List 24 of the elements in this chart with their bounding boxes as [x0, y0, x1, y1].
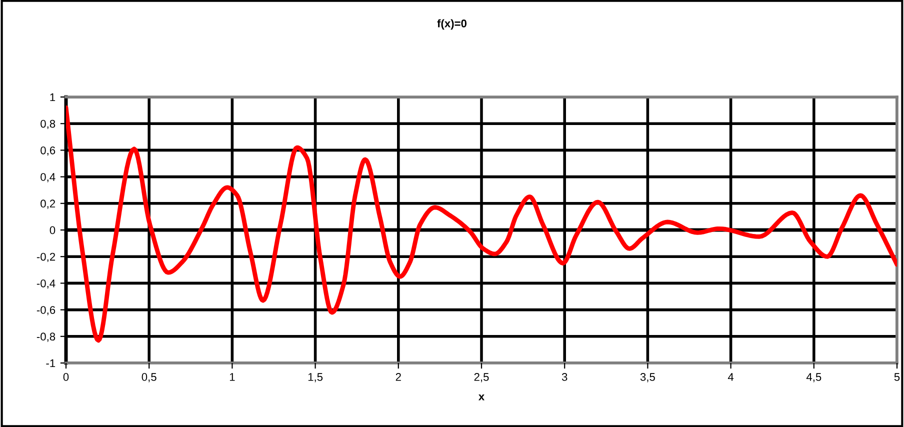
- y-tick-label: 0,4: [40, 173, 56, 182]
- x-tick-label: 2: [396, 373, 401, 381]
- x-tick-label: 0: [63, 373, 69, 381]
- y-tick-label: -1: [46, 359, 56, 368]
- y-tick-label: 0,2: [40, 200, 56, 209]
- y-tick-label: -0,6: [36, 306, 56, 316]
- x-tick-label: 0,5: [142, 373, 156, 382]
- y-tick-label: -0,2: [36, 252, 56, 262]
- y-tick-label: 0,8: [40, 120, 56, 130]
- x-tick-label: 3,5: [640, 373, 655, 382]
- x-tick-label: 4,5: [806, 373, 822, 382]
- x-tick-label: 5: [894, 373, 900, 381]
- y-tick-label: 0: [50, 226, 56, 234]
- x-axis-title: x: [478, 394, 485, 400]
- x-tick-label: 4: [728, 373, 734, 381]
- x-tick-label: 2,5: [474, 373, 489, 382]
- chart-title: f(x)=0: [437, 19, 467, 30]
- y-tick-label: -0,8: [36, 332, 56, 342]
- y-tick-label: 1: [50, 93, 56, 102]
- y-tick-label: -0,4: [36, 279, 56, 289]
- x-tick-label: 1: [230, 373, 235, 381]
- y-tick-label: 0,6: [40, 146, 56, 156]
- x-tick-label: 3: [562, 373, 568, 381]
- x-tick-label: 1,5: [308, 373, 323, 382]
